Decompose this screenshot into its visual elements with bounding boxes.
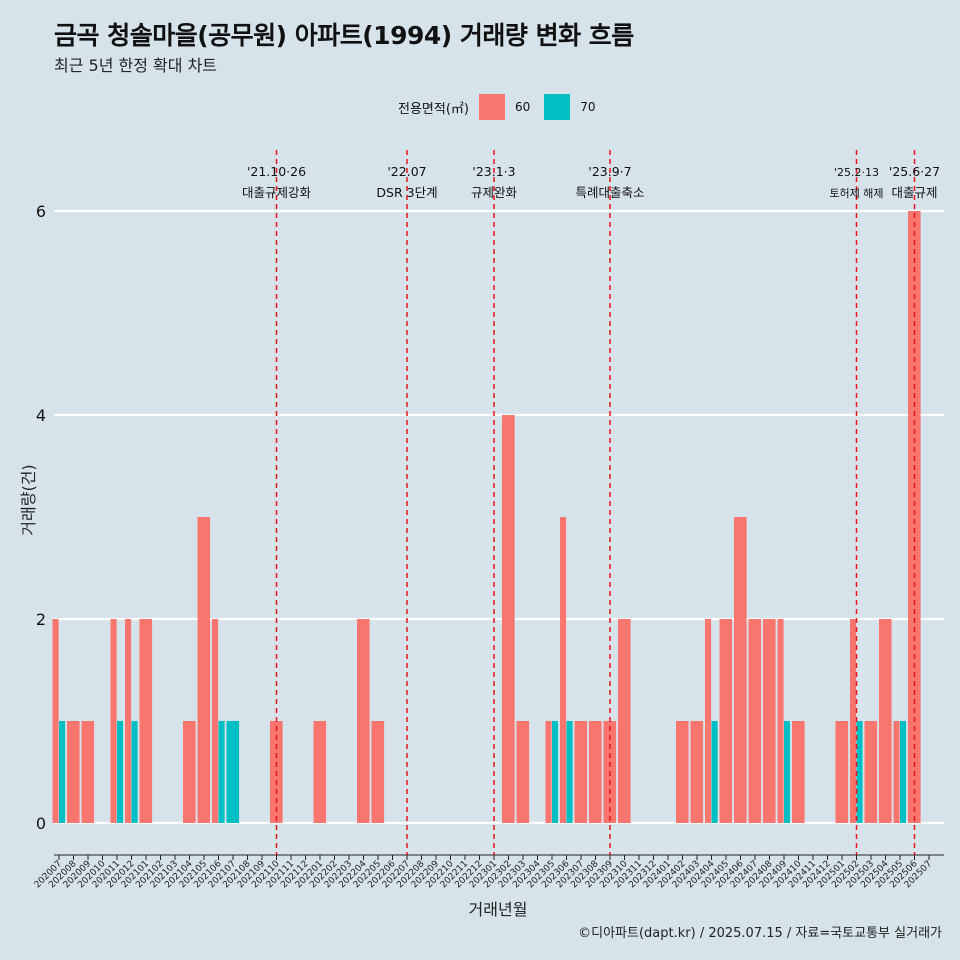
bar-60-202011 (110, 619, 117, 823)
event-label: DSR 3단계 (376, 185, 437, 200)
bar-60-202308 (589, 721, 602, 823)
bar-60-202009 (81, 721, 95, 823)
x-axis-title: 거래년월 (469, 900, 528, 919)
bar-60-202403 (690, 721, 704, 823)
event-date: '23.1·3 (472, 164, 515, 179)
bar-60-202410 (792, 721, 805, 823)
bar-60-202106 (212, 619, 219, 823)
event-label: 특례대출축소 (575, 185, 644, 200)
bar-60-202201 (313, 721, 327, 823)
bar-70-202306 (566, 721, 573, 823)
legend-key-70 (544, 94, 571, 120)
bar-60-202406 (734, 517, 747, 823)
bar-70-202012 (131, 721, 138, 823)
bar-70-202011 (117, 721, 124, 823)
bar-60-202409 (777, 619, 784, 823)
event-date: '25.2·13 (834, 166, 879, 179)
bar-60-202505 (893, 721, 900, 823)
bar-60-202204 (357, 619, 370, 823)
y-axis-title: 거래량(건) (19, 464, 38, 535)
legend-title: 전용면적(㎡) (398, 101, 469, 117)
chart-title: 금곡 청솔마을(공무원) 아파트(1994) 거래량 변화 흐름 (54, 21, 634, 50)
bar-70-202106 (218, 721, 225, 823)
event-date: '21.10·26 (247, 164, 306, 179)
bar-60-202404 (705, 619, 712, 823)
bar-70-202502 (856, 721, 863, 823)
bar-60-202407 (748, 619, 762, 823)
bar-70-202305 (552, 721, 559, 823)
chart-subtitle: 최근 5년 한정 확대 차트 (54, 56, 218, 75)
event-date: '25.6·27 (889, 164, 940, 179)
bar-60-202101 (139, 619, 153, 823)
bar-70-202007 (59, 721, 66, 823)
legend: 전용면적(㎡) 60 70 (398, 92, 610, 122)
bar-60-202302 (502, 415, 515, 823)
bar-60-202305 (545, 721, 552, 823)
event-date: '22.07 (387, 164, 426, 179)
bar-60-202503 (864, 721, 878, 823)
bar-60-202105 (197, 517, 211, 823)
y-tick-label: 6 (36, 202, 46, 221)
bar-60-202012 (125, 619, 132, 823)
bar-60-202506 (908, 211, 921, 823)
event-label: 대출규제강화 (242, 185, 312, 200)
bar-60-202310 (618, 619, 631, 823)
bar-70-202505 (900, 721, 907, 823)
bar-60-202307 (574, 721, 588, 823)
bar-60-202007 (52, 619, 59, 823)
event-label: 토허제 해제 (829, 186, 883, 200)
bar-70-202409 (784, 721, 791, 823)
y-tick-label: 2 (36, 610, 46, 629)
bar-60-202408 (763, 619, 776, 823)
y-tick-label: 4 (36, 406, 46, 425)
bar-60-202405 (719, 619, 733, 823)
legend-key-60 (478, 94, 505, 120)
bar-60-202502 (850, 619, 857, 823)
event-date: '23.9·7 (588, 164, 631, 179)
bar-60-202008 (67, 721, 80, 823)
bar-60-202104 (183, 721, 196, 823)
event-label: 대출규제 (891, 185, 937, 200)
legend-label-70: 70 (580, 100, 596, 114)
bar-70-202107 (226, 721, 240, 823)
bar-60-202501 (835, 721, 849, 823)
bar-60-202306 (560, 517, 567, 823)
event-label: 규제완화 (471, 185, 518, 200)
source-caption: ©디아파트(dapt.kr) / 2025.07.15 / 자료=국토교통부 실… (578, 926, 942, 941)
bar-60-202303 (516, 721, 530, 823)
legend-label-60: 60 (514, 100, 531, 114)
y-tick-label: 0 (36, 814, 46, 833)
bar-70-202404 (711, 721, 718, 823)
bar-60-202205 (371, 721, 385, 823)
bar-60-202504 (879, 619, 892, 823)
bar-60-202402 (676, 721, 689, 823)
